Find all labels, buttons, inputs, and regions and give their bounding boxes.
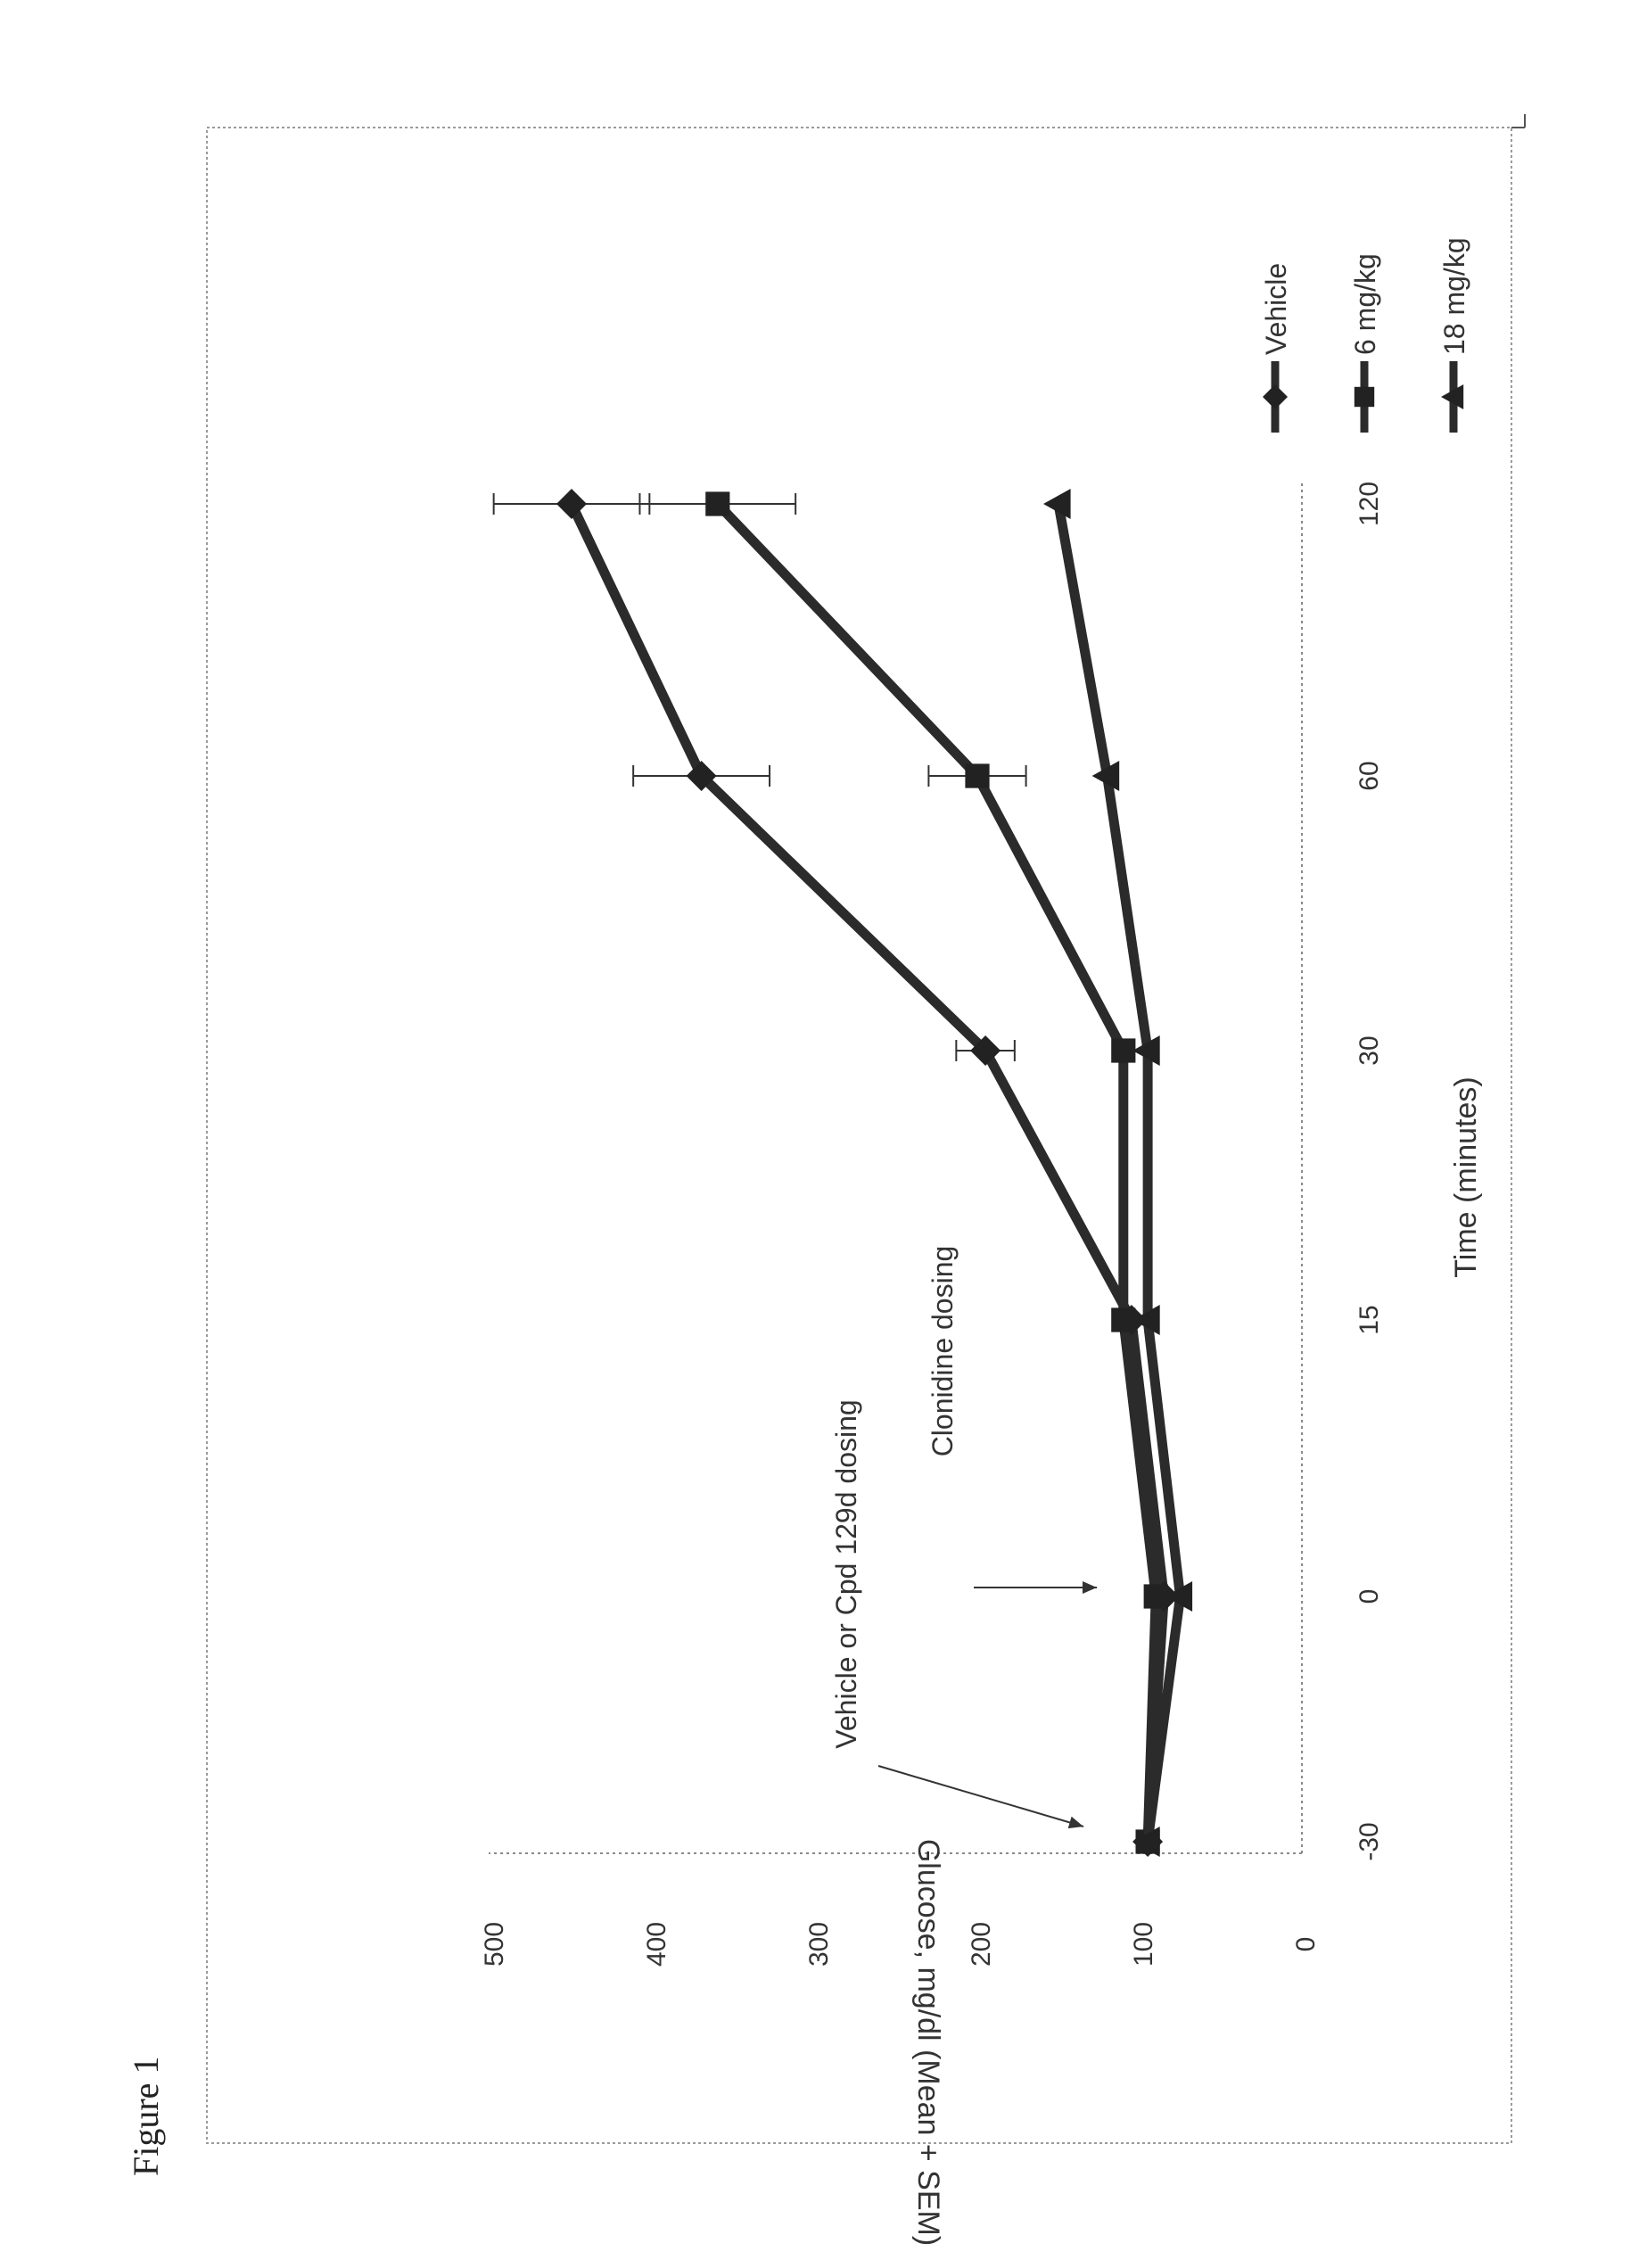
y-tick-label: 100 <box>1129 1922 1158 1967</box>
data-point <box>1111 1307 1135 1332</box>
data-point <box>1111 1038 1135 1062</box>
data-point <box>1144 1584 1168 1608</box>
x-tick-label: -30 <box>1355 1822 1384 1860</box>
legend-label: Vehicle <box>1260 263 1292 355</box>
y-tick-label: 200 <box>967 1922 996 1967</box>
legend-label: 18 mg/kg <box>1438 237 1470 355</box>
x-tick-label: 15 <box>1355 1305 1384 1334</box>
chart-border <box>207 128 1511 2143</box>
legend-swatch-marker <box>1355 387 1374 407</box>
x-tick-label: 30 <box>1355 1035 1384 1065</box>
x-tick-label: 60 <box>1355 761 1384 790</box>
data-point <box>965 763 989 788</box>
annotation-label: Vehicle or Cpd 129d dosing <box>830 1399 862 1748</box>
legend-label: 6 mg/kg <box>1349 253 1381 355</box>
y-tick-label: 0 <box>1291 1937 1321 1952</box>
x-tick-label: 0 <box>1355 1589 1384 1604</box>
annotation-label: Clonidine dosing <box>926 1246 959 1457</box>
y-axis-title: Glucose, mg/dl (Mean + SEM) <box>911 1839 945 2246</box>
y-tick-label: 400 <box>642 1922 671 1967</box>
y-tick-label: 500 <box>480 1922 509 1967</box>
x-tick-label: 120 <box>1355 482 1384 526</box>
x-axis-title: Time (minutes) <box>1449 1076 1483 1277</box>
figure-label: Figure 1 <box>126 2057 166 2176</box>
data-point <box>705 491 729 515</box>
y-tick-label: 300 <box>804 1922 834 1967</box>
